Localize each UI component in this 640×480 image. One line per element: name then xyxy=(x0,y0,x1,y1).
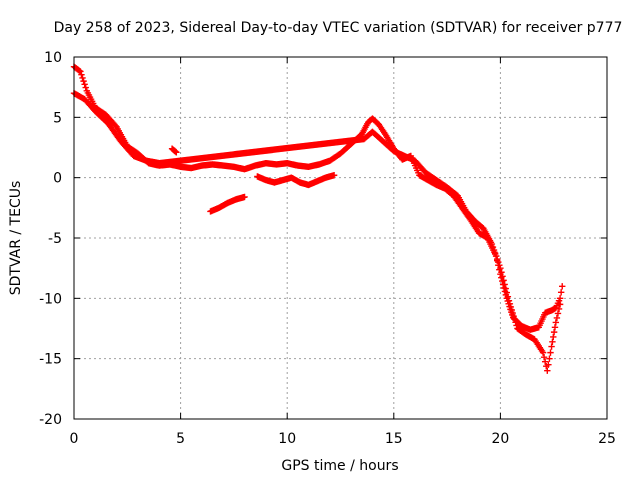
data-point xyxy=(513,322,520,329)
data-point xyxy=(489,243,497,251)
data-point xyxy=(546,355,553,362)
data-point xyxy=(548,343,555,350)
y-axis-label: SDTVAR / TECUs xyxy=(8,181,24,296)
data-point xyxy=(503,289,510,296)
data-point xyxy=(556,301,564,308)
data-point xyxy=(505,297,513,304)
y-tick-label: -20 xyxy=(39,412,62,428)
data-point xyxy=(507,303,515,311)
data-point xyxy=(510,312,517,320)
data-point xyxy=(491,249,499,257)
y-tick-label: 0 xyxy=(53,171,62,187)
y-tick-label: -5 xyxy=(48,231,62,247)
data-point xyxy=(172,148,179,155)
data-point xyxy=(76,67,83,74)
data-point xyxy=(499,273,506,280)
data-point xyxy=(502,285,509,292)
data-point xyxy=(508,306,515,314)
data-point xyxy=(551,324,559,331)
x-axis-label: GPS time / hours xyxy=(281,458,398,474)
chart-title: Day 258 of 2023, Sidereal Day-to-day VTE… xyxy=(54,20,623,36)
data-point xyxy=(500,277,507,284)
data-point xyxy=(506,300,514,308)
data-point xyxy=(495,258,502,266)
data-point xyxy=(80,77,87,85)
y-tick-label: 5 xyxy=(53,110,62,126)
data-point xyxy=(77,68,84,75)
data-point xyxy=(555,305,563,313)
data-point xyxy=(550,333,557,341)
data-point xyxy=(544,367,551,374)
data-point xyxy=(504,293,512,300)
x-tick-label: 15 xyxy=(385,431,403,447)
y-tick-label: 10 xyxy=(44,50,62,66)
data-point xyxy=(541,358,549,365)
data-point xyxy=(173,149,180,156)
x-tick-label: 5 xyxy=(176,431,185,447)
data-point xyxy=(241,193,248,201)
x-tick-label: 10 xyxy=(278,431,296,447)
data-point xyxy=(78,71,85,78)
data-point xyxy=(556,295,564,302)
data-points xyxy=(70,63,566,374)
data-point xyxy=(540,353,548,361)
data-point xyxy=(545,361,552,368)
x-tick-label: 20 xyxy=(491,431,509,447)
data-point xyxy=(554,310,562,317)
data-point xyxy=(494,255,501,263)
data-point xyxy=(559,283,566,290)
data-point xyxy=(497,264,504,272)
data-point xyxy=(552,319,560,326)
data-point xyxy=(330,172,338,179)
data-point xyxy=(511,316,518,323)
y-tick-label: -10 xyxy=(39,291,62,307)
data-point xyxy=(549,338,556,345)
y-tick-label: -15 xyxy=(39,352,62,368)
data-point xyxy=(501,281,508,288)
data-point xyxy=(490,246,498,254)
x-tick-label: 25 xyxy=(598,431,616,447)
data-point xyxy=(509,309,516,317)
data-point xyxy=(496,261,503,269)
data-point xyxy=(492,252,500,260)
data-point xyxy=(512,319,519,326)
data-point xyxy=(550,328,558,336)
data-point xyxy=(81,81,88,88)
data-point xyxy=(557,289,565,296)
data-point xyxy=(547,349,554,356)
data-point xyxy=(539,349,547,356)
data-point xyxy=(79,74,86,82)
data-point xyxy=(82,84,89,91)
grid-layer xyxy=(74,57,607,419)
data-point xyxy=(498,269,505,276)
axis-ticks: 0 5 10 15 20 25 -20 -15 -10 -5 0 5 10 xyxy=(39,50,616,447)
x-tick-label: 0 xyxy=(70,431,79,447)
data-point xyxy=(488,240,496,248)
data-point xyxy=(553,314,561,322)
